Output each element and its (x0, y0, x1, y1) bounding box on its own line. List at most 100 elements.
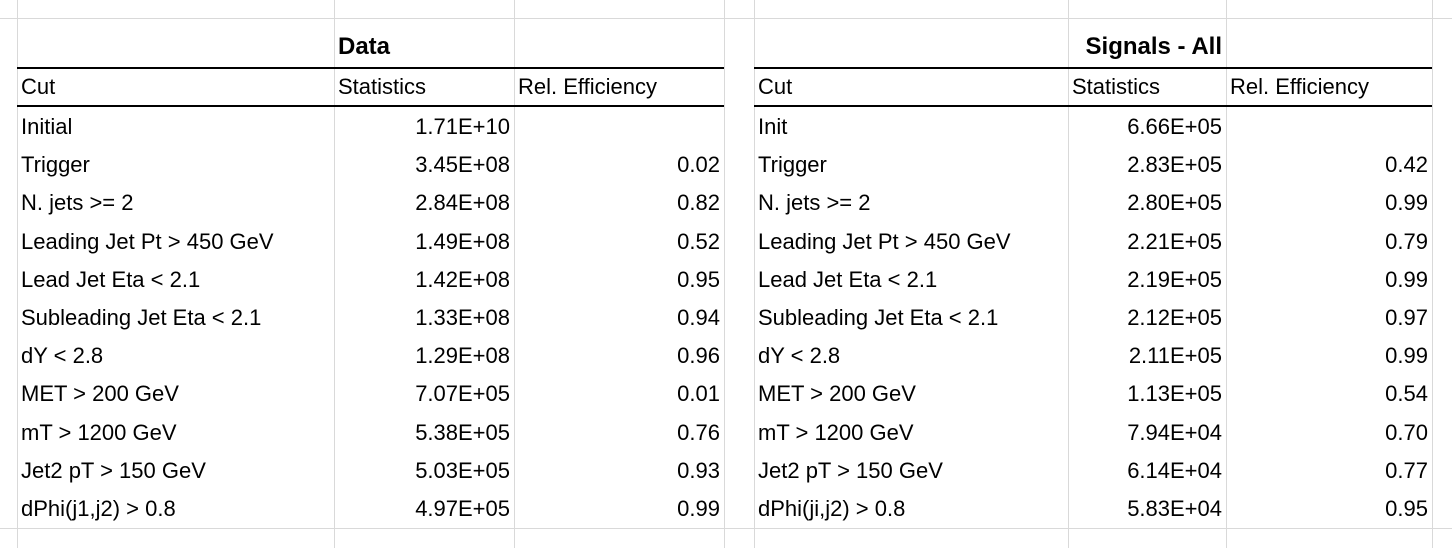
rel-efficiency-cell: 0.99 (1385, 266, 1428, 292)
column-header-rel-efficiency: Rel. Efficiency (1230, 74, 1369, 99)
rel-efficiency-cell: 0.54 (1385, 381, 1428, 407)
column-header-cut: Cut (758, 74, 793, 99)
rel-efficiency-cell: 0.99 (1385, 190, 1428, 216)
cut-cell: Leading Jet Pt > 450 GeV (758, 228, 1011, 254)
table-row: MET > 200 GeV 7.07E+05 0.01 (17, 375, 724, 413)
table-row: dY < 2.8 2.11E+05 0.99 (754, 337, 1432, 375)
table-row: N. jets >= 2 2.80E+05 0.99 (754, 184, 1432, 222)
statistics-cell: 1.29E+08 (415, 343, 510, 369)
table-row: N. jets >= 2 2.84E+08 0.82 (17, 184, 724, 222)
gridline (1226, 0, 1227, 548)
cut-cell: Lead Jet Eta < 2.1 (21, 266, 201, 292)
table-row: Trigger 3.45E+08 0.02 (17, 146, 724, 184)
rel-efficiency-cell: 0.76 (677, 419, 720, 445)
data-table: Data Cut Statistics Rel. Efficiency Init… (17, 28, 724, 528)
cut-cell: Initial (21, 114, 73, 139)
gridline (724, 0, 725, 548)
table-row: mT > 1200 GeV 5.38E+05 0.76 (17, 414, 724, 452)
table-row: Leading Jet Pt > 450 GeV 1.49E+08 0.52 (17, 223, 724, 261)
rel-efficiency-cell: 0.82 (677, 190, 720, 216)
table-row: Initial 1.71E+10 (17, 108, 724, 146)
cut-cell: MET > 200 GeV (21, 381, 179, 407)
rel-efficiency-cell: 0.77 (1385, 457, 1428, 483)
rel-efficiency-cell: 0.42 (1385, 152, 1428, 178)
cut-cell: Jet2 pT > 150 GeV (758, 457, 943, 483)
cut-cell: mT > 1200 GeV (758, 419, 914, 445)
statistics-cell: 2.80E+05 (1127, 190, 1222, 216)
rel-efficiency-cell: 0.97 (1385, 305, 1428, 330)
cut-cell: Jet2 pT > 150 GeV (21, 457, 206, 483)
gridline (1432, 0, 1433, 548)
statistics-cell: 6.66E+05 (1127, 114, 1222, 139)
rel-efficiency-cell: 0.96 (677, 343, 720, 369)
rel-efficiency-cell (514, 108, 724, 146)
statistics-cell: 1.49E+08 (415, 228, 510, 254)
statistics-cell: 4.97E+05 (415, 496, 510, 521)
table-row: MET > 200 GeV 1.13E+05 0.54 (754, 375, 1432, 413)
column-header-rel-efficiency: Rel. Efficiency (518, 74, 657, 99)
cut-cell: Trigger (758, 152, 827, 178)
table-header-row: Cut Statistics Rel. Efficiency (17, 68, 724, 106)
statistics-cell: 2.84E+08 (415, 190, 510, 216)
cut-cell: dY < 2.8 (758, 343, 841, 369)
statistics-cell: 5.38E+05 (415, 419, 510, 445)
statistics-cell: 1.42E+08 (415, 266, 510, 292)
rel-efficiency-cell: 0.99 (1385, 343, 1428, 369)
statistics-cell: 2.12E+05 (1127, 305, 1222, 330)
gridline (754, 0, 755, 548)
statistics-cell: 2.11E+05 (1128, 343, 1222, 369)
cut-cell: N. jets >= 2 (758, 190, 871, 216)
cut-cell: Lead Jet Eta < 2.1 (758, 266, 938, 292)
statistics-cell: 2.21E+05 (1127, 228, 1222, 254)
cut-cell: MET > 200 GeV (758, 381, 916, 407)
statistics-cell: 1.13E+05 (1127, 381, 1222, 407)
signals-table: Signals - All Cut Statistics Rel. Effici… (754, 28, 1432, 528)
rel-efficiency-cell: 0.79 (1385, 228, 1428, 254)
cut-cell: Subleading Jet Eta < 2.1 (21, 305, 262, 330)
column-header-statistics: Statistics (338, 74, 427, 99)
gridline (17, 0, 18, 548)
table-row: dY < 2.8 1.29E+08 0.96 (17, 337, 724, 375)
table-title-row: Signals - All (754, 28, 1432, 66)
statistics-cell: 3.45E+08 (415, 152, 510, 178)
table-title-row: Data (17, 28, 724, 66)
gridline (334, 0, 335, 548)
table-row: Trigger 2.83E+05 0.42 (754, 146, 1432, 184)
cut-cell: dY < 2.8 (21, 343, 104, 369)
table-header-row: Cut Statistics Rel. Efficiency (754, 68, 1432, 106)
rel-efficiency-cell: 0.52 (677, 228, 720, 254)
column-header-statistics: Statistics (1072, 74, 1161, 99)
rel-efficiency-cell: 0.99 (677, 496, 720, 521)
table-row: Jet2 pT > 150 GeV 5.03E+05 0.93 (17, 452, 724, 490)
gridline (1068, 0, 1069, 548)
rel-efficiency-cell: 0.02 (677, 152, 720, 178)
statistics-cell: 1.33E+08 (415, 305, 510, 330)
table-row: Leading Jet Pt > 450 GeV 2.21E+05 0.79 (754, 223, 1432, 261)
table-row: Lead Jet Eta < 2.1 2.19E+05 0.99 (754, 261, 1432, 299)
cut-cell: Subleading Jet Eta < 2.1 (758, 305, 999, 330)
table-title: Data (338, 33, 391, 60)
table-row: mT > 1200 GeV 7.94E+04 0.70 (754, 414, 1432, 452)
rel-efficiency-cell: 0.70 (1385, 419, 1428, 445)
table-row: Subleading Jet Eta < 2.1 2.12E+05 0.97 (754, 299, 1432, 337)
rel-efficiency-cell (1226, 108, 1432, 146)
cut-cell: dPhi(j1,j2) > 0.8 (21, 496, 176, 521)
table-row: Subleading Jet Eta < 2.1 1.33E+08 0.94 (17, 299, 724, 337)
cut-cell: N. jets >= 2 (21, 190, 134, 216)
gridline (0, 528, 1452, 529)
cut-cell: Trigger (21, 152, 90, 178)
table-row: Init 6.66E+05 (754, 108, 1432, 146)
rel-efficiency-cell: 0.95 (677, 266, 720, 292)
rel-efficiency-cell: 0.01 (677, 381, 720, 407)
statistics-cell: 5.83E+04 (1127, 496, 1222, 521)
gridline (514, 0, 515, 548)
table-row: Jet2 pT > 150 GeV 6.14E+04 0.77 (754, 452, 1432, 490)
statistics-cell: 1.71E+10 (415, 114, 510, 139)
rel-efficiency-cell: 0.95 (1385, 496, 1428, 521)
table-row: dPhi(ji,j2) > 0.8 5.83E+04 0.95 (754, 490, 1432, 528)
gridline (0, 18, 1452, 19)
cut-cell: Init (758, 114, 788, 139)
statistics-cell: 2.83E+05 (1127, 152, 1222, 178)
table-row: dPhi(j1,j2) > 0.8 4.97E+05 0.99 (17, 490, 724, 528)
column-header-cut: Cut (21, 74, 56, 99)
